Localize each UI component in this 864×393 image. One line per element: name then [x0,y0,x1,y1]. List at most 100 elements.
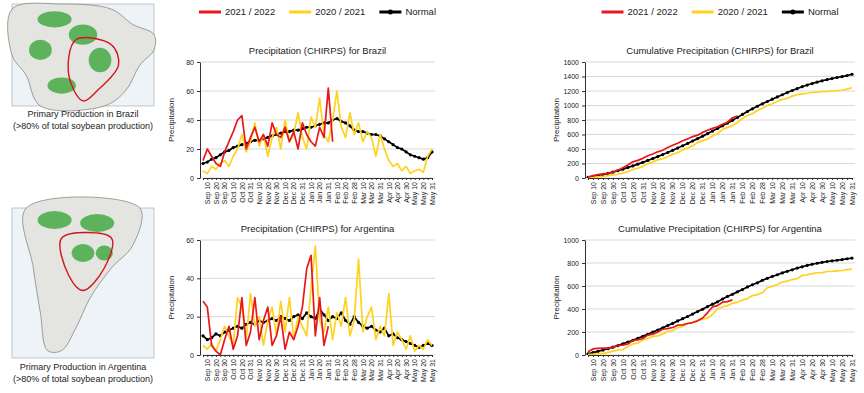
x-tick-label: May 10 [411,359,419,382]
x-tick-mark [384,178,385,180]
series-marker [631,164,634,167]
x-tick-label: Oct 10 [230,182,237,203]
series-marker [706,305,709,308]
x-tick-mark [324,178,325,180]
x-tick-mark [298,178,299,180]
x-tick-mark [782,355,783,357]
x-tick-mark [668,355,669,357]
x-tick-mark [757,178,758,180]
x-tick [718,178,719,180]
x-tick-label: Sep 30 [610,182,618,204]
grid [585,62,855,178]
x-tick-label: Oct 20 [630,182,637,203]
series-marker [422,158,425,161]
x-tick-mark [307,178,308,180]
x-tick-label: Feb 28 [759,359,766,381]
x-tick-mark [350,178,351,180]
x-tick [281,355,282,357]
x-tick [402,355,403,357]
y-tick: 20 [186,313,200,320]
x-tick [238,355,239,357]
x-tick-mark [246,355,247,357]
x-tick-mark [259,355,260,357]
x-tick-label: Jan 20 [719,359,726,380]
x-tick: May 10 [829,355,837,382]
series-marker [726,295,729,298]
x-tick [341,355,342,357]
x-tick-mark [837,355,838,357]
map-land [8,3,156,111]
series-marker [292,315,295,318]
x-tick-label: Oct 10 [620,182,627,203]
x-tick-label: Oct 31 [640,359,647,380]
x-tick-label: May 20 [839,182,847,205]
x-tick-mark [727,355,728,357]
series-marker [671,149,674,152]
legend-item: 2021 / 2022 [199,6,275,17]
x-tick-mark [328,178,329,180]
x-tick-mark [797,178,798,180]
x-tick [246,178,247,180]
x-tick-mark [633,178,634,180]
x-tick-mark [415,178,416,180]
x-tick-label: Nov 10 [649,359,656,381]
x-tick-mark [406,355,407,357]
x-tick-mark [225,178,226,180]
x-tick-mark [638,355,639,357]
x-tick [817,355,818,357]
x-tick: Feb 10 [739,178,746,204]
y-tick-label: 0 [190,352,194,359]
x-tick-label: Mar 31 [377,182,384,204]
x-tick-label: May 20 [420,359,428,382]
x-tick-mark [757,355,758,357]
x-tick-mark [372,178,373,180]
x-tick: Sep 10 [204,178,212,204]
x-tick-mark [732,355,733,357]
x-tick-mark [263,355,264,357]
y-tick: 40 [186,275,200,282]
x-tick-mark [703,178,704,180]
y-tick-mark [582,120,585,121]
y-axis-title: Precipitation [552,275,561,319]
x-tick-mark [648,178,649,180]
x-tick-mark [732,178,733,180]
map-vegetation [38,11,72,27]
x-tick-mark [419,178,420,180]
x-tick-mark [255,355,256,357]
y-tick: 800 [567,260,585,267]
x-tick-mark [410,355,411,357]
x-tick: Sep 10 [590,178,598,204]
x-tick-mark [807,355,808,357]
x-tick [263,178,264,180]
x-tick-mark [311,178,312,180]
series-marker [731,293,734,296]
series-line [588,74,852,177]
series-marker [840,258,843,261]
x-tick: Dec 20 [290,178,297,204]
x-tick-mark [603,355,604,357]
x-tick-mark [428,178,429,180]
series-marker [825,78,828,81]
series-marker [850,73,853,76]
y-tick: 0 [575,352,585,359]
x-tick-label: Oct 20 [239,182,246,203]
x-tick-mark [389,178,390,180]
x-tick-mark [207,178,208,180]
y-tick: 0 [575,175,585,182]
x-tick-mark [737,178,738,180]
x-tick [428,355,429,357]
x-tick-mark [777,178,778,180]
x-tick-label: Nov 20 [265,182,272,204]
x-tick-mark [276,355,277,357]
x-tick-mark [397,355,398,357]
y-tick-mark [197,149,200,150]
y-axis-line [200,241,201,356]
series-marker [387,334,390,337]
x-tick-mark [294,178,295,180]
x-tick [797,178,798,180]
series-marker [400,147,403,150]
x-tick-label: Jan 31 [729,182,736,203]
y-tick-label: 1600 [563,59,579,66]
x-tick [359,178,360,180]
x-tick-label: Apr 10 [386,182,394,203]
